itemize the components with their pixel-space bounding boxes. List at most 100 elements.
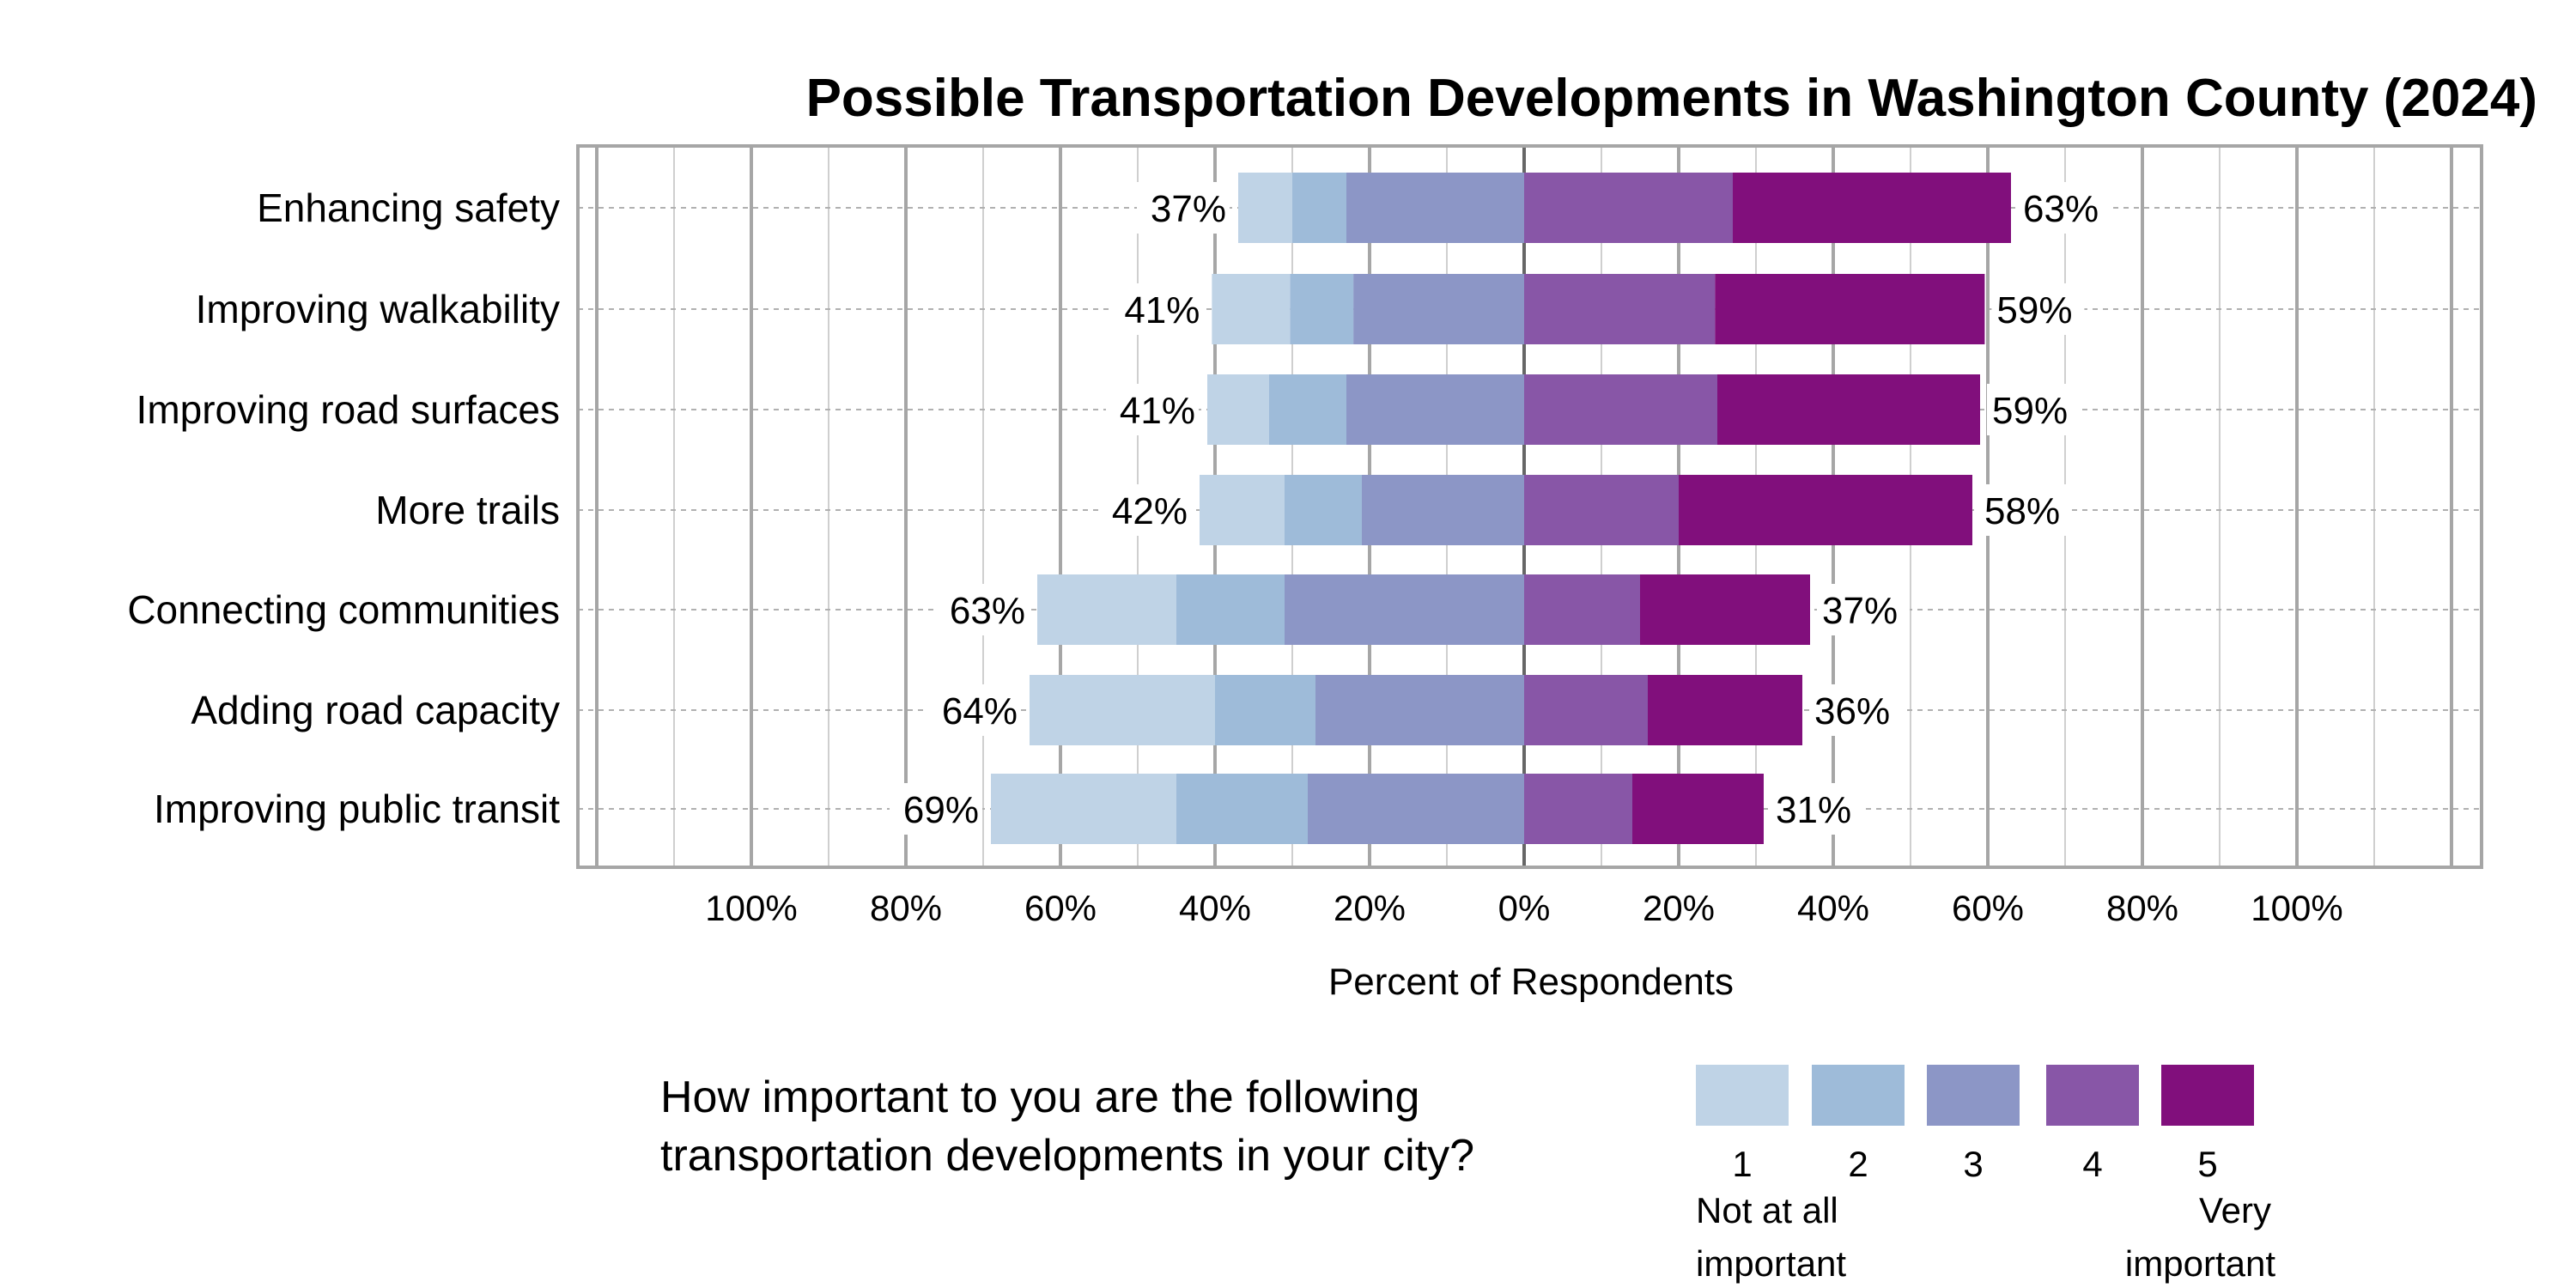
legend-label: 1 <box>1732 1144 1752 1184</box>
x-tick-label: 80% <box>870 888 942 928</box>
bar-segment-2 <box>1269 374 1346 445</box>
label-bg <box>1110 283 1204 335</box>
legend-high-anchor-2: important <box>2125 1243 2275 1284</box>
bar-segment-2 <box>1176 574 1285 645</box>
left-total-label: 37% <box>1151 188 1226 230</box>
label-bg <box>1098 484 1191 536</box>
right-total-label: 31% <box>1776 789 1851 831</box>
bar-segment-1 <box>1238 173 1292 243</box>
category-labels: Enhancing safety Improving walkability Imp… <box>127 185 560 831</box>
x-tick-label: 40% <box>1797 888 1869 928</box>
bar-segment-2 <box>1176 774 1308 844</box>
legend-title-line-2: transportation developments in your city… <box>660 1131 1474 1181</box>
bar-segment-2 <box>1285 475 1362 545</box>
left-total-label: 64% <box>942 690 1018 732</box>
right-total-label: 59% <box>1996 289 2072 331</box>
label-bg <box>928 684 1021 736</box>
bar-segment-2 <box>1215 675 1315 745</box>
x-tick-label: 80% <box>2106 888 2178 928</box>
label-bg <box>1137 182 1230 234</box>
bar-segment-3 <box>1346 173 1524 243</box>
legend-label: 2 <box>1848 1144 1868 1184</box>
legend-swatch-4 <box>2046 1065 2139 1126</box>
right-total-label: 63% <box>2023 188 2099 230</box>
legend-swatch-3 <box>1927 1065 2020 1126</box>
label-bg <box>1987 384 2080 435</box>
label-bg <box>2018 182 2111 234</box>
bar-segment-3 <box>1315 675 1524 745</box>
legend-label: 4 <box>2082 1144 2102 1184</box>
label-bg <box>1809 684 1902 736</box>
label-bg <box>1979 484 2072 536</box>
right-total-label: 58% <box>1984 490 2060 532</box>
legend-swatch-2 <box>1812 1065 1905 1126</box>
x-tick-label: 100% <box>2251 888 2342 928</box>
bar-segment-1 <box>1037 574 1176 645</box>
x-tick-label: 0% <box>1498 888 1551 928</box>
bar-segment-4 <box>1524 574 1640 645</box>
bar-segment-3 <box>1346 374 1524 445</box>
bar-segment-1 <box>991 774 1176 844</box>
bar-segment-4 <box>1524 675 1648 745</box>
category-label: More trails <box>375 488 560 532</box>
bar-segment-1 <box>1212 274 1291 344</box>
right-total-label: 59% <box>1992 390 2068 432</box>
bar-segment-5 <box>1648 675 1802 745</box>
x-axis-title: Percent of Respondents <box>1328 961 1734 1003</box>
label-bg <box>1106 384 1199 435</box>
legend-label: 3 <box>1963 1144 1983 1184</box>
label-bg <box>936 584 1029 635</box>
right-total-label: 37% <box>1822 590 1898 632</box>
bar-segment-5 <box>1640 574 1810 645</box>
x-tick-label: 20% <box>1643 888 1715 928</box>
x-tick-label: 60% <box>1952 888 2024 928</box>
left-total-label: 41% <box>1124 289 1200 331</box>
bar-segment-5 <box>1679 475 1972 545</box>
bar-segment-4 <box>1524 274 1716 344</box>
bar-segment-3 <box>1362 475 1524 545</box>
bar-segment-4 <box>1524 774 1632 844</box>
bar-segment-3 <box>1353 274 1524 344</box>
bar-segment-2 <box>1290 274 1354 344</box>
x-tick-label: 100% <box>705 888 797 928</box>
bar-segment-1 <box>1200 475 1285 545</box>
x-tick-labels: 100% 80% 60% 40% 20% 0% 20% 40% 60% 80% 100% <box>705 888 2342 928</box>
category-label: Improving road surfaces <box>137 387 560 432</box>
bar-segment-1 <box>1207 374 1269 445</box>
legend-swatch-5 <box>2161 1065 2254 1126</box>
label-bg <box>890 783 982 835</box>
legend-swatch-1 <box>1696 1065 1789 1126</box>
bar-segment-3 <box>1285 574 1524 645</box>
legend-low-anchor-1: Not at all <box>1696 1190 1838 1230</box>
bar-segment-4 <box>1524 475 1679 545</box>
chart-title: Possible Transportation Developments in … <box>806 69 2537 128</box>
bar-segment-4 <box>1524 173 1733 243</box>
category-label: Enhancing safety <box>257 185 560 230</box>
category-label: Adding road capacity <box>191 688 560 732</box>
left-total-label: 63% <box>950 590 1025 632</box>
category-label: Improving walkability <box>196 287 560 331</box>
legend: How important to you are the following t… <box>660 1065 2275 1284</box>
bar-segment-1 <box>1030 675 1215 745</box>
bar-segment-4 <box>1524 374 1717 445</box>
x-tick-label: 60% <box>1024 888 1097 928</box>
right-total-label: 36% <box>1814 690 1890 732</box>
label-bg <box>1771 783 1863 835</box>
bar-segment-2 <box>1292 173 1346 243</box>
bar-segment-5 <box>1733 173 2011 243</box>
bar-segment-5 <box>1717 374 1980 445</box>
bars: 37% 63% 41% 59% 41% 59% 42% 58% 63% 37% 64% 36% 69% 3… <box>890 173 2111 844</box>
bar-segment-5 <box>1632 774 1764 844</box>
legend-label: 5 <box>2197 1144 2217 1184</box>
category-label: Connecting communities <box>127 587 560 632</box>
legend-high-anchor-1: Very <box>2199 1190 2271 1230</box>
bar-segment-3 <box>1308 774 1524 844</box>
legend-low-anchor-2: important <box>1696 1243 1846 1284</box>
category-label: Improving public transit <box>154 787 560 831</box>
left-total-label: 42% <box>1112 490 1188 532</box>
label-bg <box>1991 283 2085 335</box>
plot-border <box>576 144 2483 869</box>
x-tick-label: 20% <box>1334 888 1406 928</box>
label-bg <box>1817 584 1910 635</box>
